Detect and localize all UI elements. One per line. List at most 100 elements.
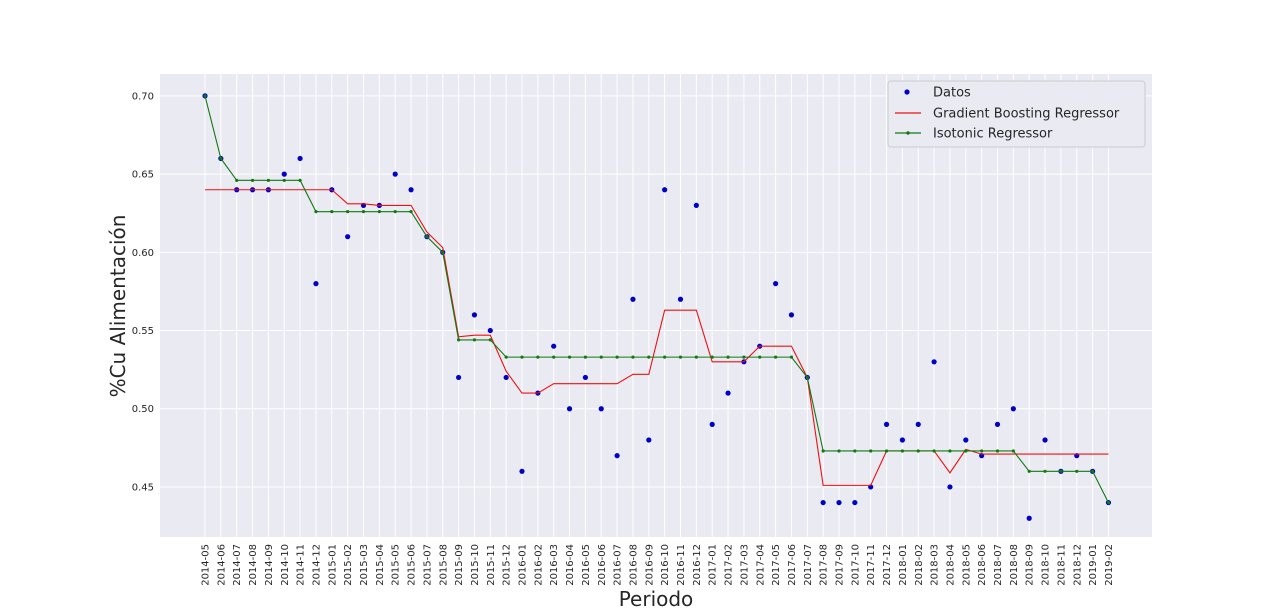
x-tick-label: 2015-06: [407, 544, 418, 586]
y-tick-label: 0.55: [132, 326, 154, 337]
x-tick-label: 2018-03: [930, 544, 941, 586]
series-datos: [202, 93, 1112, 521]
series-marker: [789, 355, 794, 359]
series-marker: [1106, 500, 1111, 505]
x-tick-label: 2015-09: [454, 544, 465, 586]
y-tick-label: 0.45: [132, 482, 154, 493]
series-marker: [884, 449, 889, 453]
data-point: [899, 437, 906, 443]
data-point: [630, 296, 636, 302]
data-point: [598, 406, 604, 412]
legend-entry: Datos: [904, 86, 971, 101]
data-point: [677, 296, 684, 302]
x-tick-label: 2016-09: [644, 544, 655, 586]
data-point: [915, 421, 921, 427]
data-point: [313, 281, 319, 287]
x-tick-label: 2016-05: [581, 544, 592, 586]
data-point: [297, 155, 303, 162]
y-tick-label: 0.50: [132, 404, 154, 415]
series-marker: [995, 449, 1000, 453]
data-point: [852, 499, 858, 506]
series-marker: [774, 355, 778, 359]
data-point: [725, 390, 731, 396]
series-marker: [282, 178, 286, 182]
y-axis: 0.45 0.50 0.55 0.60 0.65 0.70: [132, 91, 154, 493]
plot-background: [160, 74, 1152, 537]
x-tick-label: 2015-10: [470, 544, 481, 586]
data-point: [582, 374, 589, 381]
x-tick-label: 2015-03: [359, 544, 370, 586]
x-tick-label: 2014-05: [201, 544, 212, 586]
x-tick-label: 2014-08: [248, 544, 259, 586]
x-tick-label: 2016-04: [565, 544, 576, 586]
data-point: [646, 437, 652, 443]
x-tick-label: 2018-12: [1072, 544, 1083, 586]
series-isotonic-regressor: [203, 94, 1111, 505]
y-axis-title: %Cu Alimentación: [106, 215, 130, 398]
data-point: [773, 281, 779, 287]
legend-entry: Gradient Boosting Regressor: [895, 107, 1120, 122]
x-tick-label: 2018-04: [945, 544, 956, 586]
x-tick-label: 2019-02: [1104, 544, 1115, 586]
series-marker: [694, 355, 698, 359]
x-tick-label: 2017-07: [803, 544, 814, 586]
x-tick-label: 2016-11: [676, 544, 687, 586]
series-marker: [869, 449, 873, 453]
data-point: [820, 499, 826, 506]
series-marker: [441, 250, 445, 254]
x-tick-label: 2014-10: [280, 544, 291, 586]
series-marker: [409, 210, 413, 214]
x-tick-label: 2016-06: [597, 544, 608, 586]
x-tick-label: 2015-11: [486, 544, 497, 586]
series-marker: [631, 355, 635, 359]
x-tick-label: 2016-01: [518, 544, 529, 586]
series-marker: [1027, 469, 1031, 473]
data-point: [788, 312, 795, 318]
series-marker: [536, 355, 540, 359]
x-tick-label: 2017-04: [755, 544, 766, 586]
data-point: [614, 453, 620, 459]
x-tick-label: 2014-11: [296, 544, 307, 586]
x-tick-label: 2015-12: [502, 544, 513, 586]
series-marker: [203, 94, 207, 98]
x-tick-label: 2018-07: [993, 544, 1004, 586]
series-marker: [1011, 449, 1015, 453]
x-tick-label: 2014-07: [232, 544, 243, 586]
legend-label: Gradient Boosting Regressor: [933, 107, 1120, 122]
x-axis-title: Periodo: [619, 587, 694, 611]
x-tick-label: 2017-06: [787, 544, 798, 586]
x-tick-label: 2017-08: [819, 544, 830, 586]
legend-box: [887, 80, 1146, 148]
series-marker: [1075, 469, 1079, 473]
series-marker: [853, 449, 857, 453]
data-point: [1010, 406, 1016, 412]
series-marker: [377, 210, 381, 214]
series-marker: [266, 178, 270, 182]
series-marker: [504, 355, 508, 359]
legend-label: Datos: [933, 86, 971, 101]
series-marker: [330, 210, 334, 214]
data-point: [456, 374, 462, 381]
series-marker: [235, 178, 239, 182]
data-point: [883, 421, 890, 427]
series-marker: [742, 355, 746, 359]
data-point: [281, 171, 287, 177]
series-marker: [472, 338, 477, 342]
series-marker: [900, 449, 905, 453]
data-point: [947, 484, 953, 490]
x-tick-label: 2014-06: [216, 544, 227, 586]
series-marker: [1043, 469, 1047, 473]
series-marker: [1059, 469, 1063, 473]
series-marker: [805, 375, 809, 380]
series-marker: [250, 178, 255, 182]
x-tick-label: 2017-10: [850, 544, 861, 586]
x-tick-label: 2018-11: [1056, 544, 1067, 586]
series-marker: [314, 210, 318, 214]
series-marker: [520, 355, 524, 359]
x-tick-label: 2017-05: [771, 544, 782, 586]
data-point: [963, 437, 969, 443]
series-marker: [393, 210, 397, 214]
data-point: [519, 468, 525, 474]
x-tick-label: 2017-09: [835, 544, 846, 586]
series-marker: [298, 178, 302, 182]
